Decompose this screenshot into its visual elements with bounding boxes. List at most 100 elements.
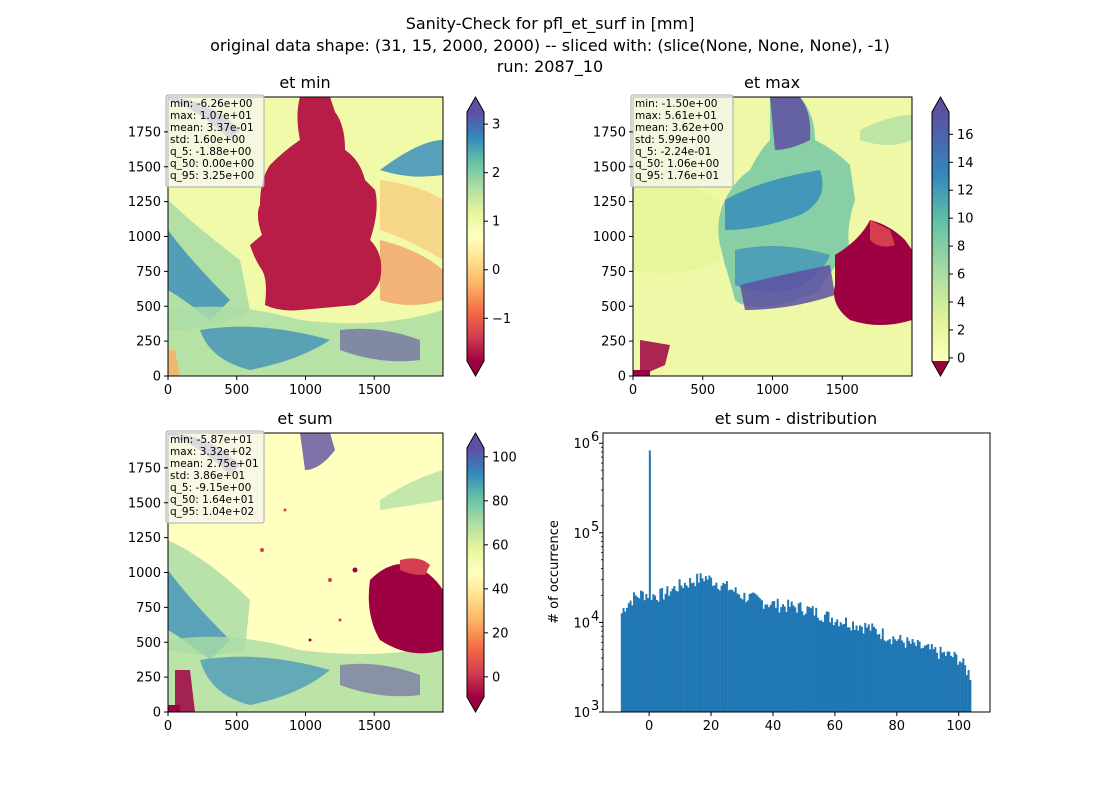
histogram-bar xyxy=(934,647,937,712)
histogram-bar xyxy=(941,652,944,712)
histogram-bar xyxy=(841,624,844,712)
et-min-stats-box: min: -6.26e+00 max: 1.07e+01 mean: 3.37e… xyxy=(165,94,265,188)
histogram-bar xyxy=(820,620,823,712)
et-max-colorbar: 0 2 4 6 8 10 12 14 16 xyxy=(931,95,974,378)
histogram-bar xyxy=(746,600,749,712)
histogram-bar xyxy=(636,597,639,712)
histogram-bar xyxy=(624,611,627,712)
histogram-bar xyxy=(890,644,893,712)
et-min-y-tick-label: 1000 xyxy=(128,230,161,245)
histogram-bar xyxy=(904,647,907,712)
histogram-bar xyxy=(852,621,855,712)
histogram-bar xyxy=(855,625,858,712)
histogram-bar xyxy=(710,577,713,712)
histogram-bars xyxy=(620,450,972,712)
et-max-y-tick-label: 1250 xyxy=(593,195,626,210)
et-sum-x-tick-label: 1000 xyxy=(289,719,322,734)
et-min-stat-line: max: 1.07e+01 xyxy=(170,110,252,122)
et-min-y-tick-label: 500 xyxy=(136,300,161,315)
histogram-bar xyxy=(937,658,940,712)
et-max-colorbar-tick-label: 0 xyxy=(957,351,965,366)
histogram-bar xyxy=(927,644,930,712)
histogram-bar xyxy=(759,598,762,712)
et-sum-y-tick-label: 1750 xyxy=(128,461,161,476)
et-min-x-tick-label: 1500 xyxy=(358,383,391,398)
et-min-y-tick-label: 1750 xyxy=(128,125,161,140)
et-max-colorbar-outline xyxy=(931,95,950,378)
et-sum-stat-line: q_95: 1.04e+02 xyxy=(170,506,254,518)
histogram-bar xyxy=(897,639,900,712)
histogram-bar xyxy=(908,640,911,712)
et-max-colorbar-tick-label: 14 xyxy=(957,156,974,171)
et-max-stat-line: q_95: 1.76e+01 xyxy=(635,170,719,182)
histogram-bar xyxy=(960,662,963,712)
et-sum-y-tick-label: 250 xyxy=(136,671,161,686)
histogram-bar xyxy=(857,630,860,712)
histogram-bar xyxy=(887,640,890,712)
histogram-bar xyxy=(724,584,727,712)
histogram-bar xyxy=(762,608,765,712)
histogram-bar xyxy=(892,636,895,712)
histogram-bar xyxy=(932,649,935,712)
histogram-bar xyxy=(922,647,925,712)
histogram-bar xyxy=(902,642,905,712)
histogram-bar xyxy=(727,590,730,712)
histogram-bar xyxy=(867,624,870,712)
histogram-y-tick-label: 10 xyxy=(573,616,590,631)
et-min-colorbar-tick-label: 3 xyxy=(492,118,500,133)
suptitle-line-2: original data shape: (31, 15, 2000, 2000… xyxy=(210,36,890,55)
et-max-colorbar-tick-label: 12 xyxy=(957,184,974,199)
et-min-colorbar-ticks: −1 0 1 2 3 xyxy=(484,118,511,327)
histogram-bar xyxy=(955,654,958,712)
histogram-bar xyxy=(801,611,804,712)
histogram-bar xyxy=(633,592,636,712)
histogram-bar xyxy=(620,613,623,712)
et-min-colorbar-outline xyxy=(466,95,485,378)
et-sum-y-tick-label: 750 xyxy=(136,601,161,616)
histogram-bar xyxy=(862,633,865,712)
histogram-bar xyxy=(816,617,819,712)
et-max-stat-line: mean: 3.62e+00 xyxy=(635,122,724,134)
et-min-stat-line: min: -6.26e+00 xyxy=(170,98,252,110)
et-sum-colorbar: 0 20 40 60 80 100 xyxy=(466,431,517,714)
histogram-bar xyxy=(739,598,742,712)
histogram-bar xyxy=(850,630,853,712)
histogram-bar xyxy=(720,585,723,712)
et-sum-heatmap-image xyxy=(168,433,443,712)
histogram-bar xyxy=(669,591,672,712)
histogram-bar xyxy=(678,579,681,712)
histogram-bar xyxy=(753,593,756,712)
et-sum-colorbar-extend-top xyxy=(467,433,484,448)
et-max-stat-line: min: -1.50e+00 xyxy=(635,98,717,110)
histogram-bar xyxy=(846,627,849,712)
histogram-bar xyxy=(936,652,939,712)
histogram-bar xyxy=(736,593,739,712)
histogram-bar xyxy=(874,628,877,712)
histogram-y-tick-label: 10 xyxy=(573,706,590,721)
histogram-bar xyxy=(869,630,872,712)
histogram-bar xyxy=(773,601,776,712)
suptitle-line-1: Sanity-Check for pfl_et_surf in [mm] xyxy=(406,14,695,34)
histogram-bar xyxy=(694,586,697,712)
et-sum-x-tick-label: 1500 xyxy=(358,719,391,734)
histogram-bar xyxy=(969,679,972,712)
histogram-bar xyxy=(860,626,863,712)
et-max-stats-box: min: -1.50e+00 max: 5.61e+01 mean: 3.62e… xyxy=(630,94,734,188)
histogram-bar xyxy=(734,587,737,712)
histogram-bar xyxy=(804,613,807,712)
et-sum-colorbar-tick-label: 40 xyxy=(492,582,509,597)
histogram-bar xyxy=(697,582,700,712)
histogram-bar xyxy=(771,601,774,712)
et-max-stat-line: std: 5.99e+00 xyxy=(635,134,710,146)
et-max-colorbar-ticks: 0 2 4 6 8 10 12 14 16 xyxy=(949,128,974,366)
histogram-bar xyxy=(958,661,961,712)
histogram-bar xyxy=(832,625,835,712)
histogram-bar xyxy=(923,645,926,712)
histogram-bar xyxy=(767,607,770,712)
histogram-bar xyxy=(752,592,755,712)
histogram-bar xyxy=(743,592,746,712)
et-max-colorbar-tick-label: 6 xyxy=(957,268,965,283)
histogram-bar xyxy=(951,657,954,712)
histogram-bar xyxy=(643,600,646,712)
